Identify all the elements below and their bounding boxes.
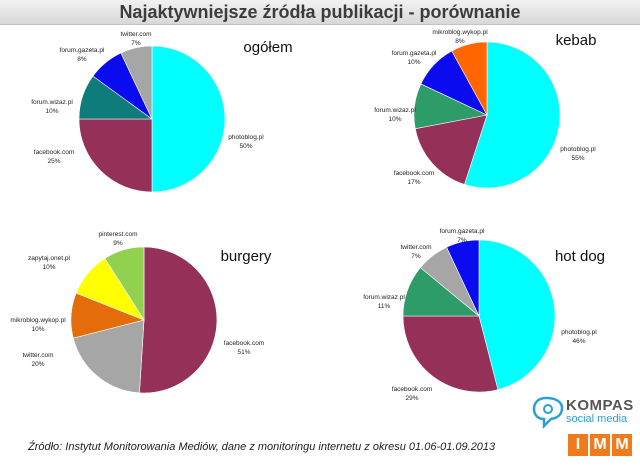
pie-slice-facebook-com	[78, 118, 153, 193]
slice-percent-label: 25%	[47, 158, 60, 165]
chart-title: burgery	[221, 248, 272, 265]
chart-title: ogółem	[243, 39, 292, 56]
pie-slice-photoblog-pl	[464, 41, 561, 189]
slice-percent-label: 10%	[45, 108, 58, 115]
slice-percent-label: 11%	[378, 303, 391, 310]
slice-label: twitter.com	[22, 352, 53, 359]
pie-slice-pinterest-com	[104, 246, 145, 322]
pie-slice-mikroblog-wykop-pl	[451, 41, 488, 116]
slice-label: forum.wizaz.pl	[374, 107, 416, 114]
chart-title: kebab	[556, 32, 597, 49]
slice-label: forum.wizaz.pl	[363, 294, 405, 301]
slice-label: facebook.com	[34, 149, 74, 156]
pie-slice-facebook-com	[402, 315, 499, 393]
slice-percent-label: 10%	[407, 59, 420, 66]
slice-label: twitter.com	[120, 31, 151, 38]
pie-slice-facebook-com	[414, 114, 488, 185]
slice-percent-label: 29%	[405, 395, 418, 402]
pie-slice-twitter-com	[72, 319, 145, 394]
slice-label: forum.wizaz.pl	[31, 99, 73, 106]
kompas-logo-text: KOMPAS	[566, 397, 634, 414]
slice-percent-label: 7%	[131, 40, 141, 47]
slice-label: mikroblog.wykop.pl	[10, 317, 66, 324]
slice-label: twitter.com	[400, 244, 431, 251]
slice-percent-label: 9%	[113, 240, 123, 247]
imm-logo-letter: I	[568, 434, 588, 456]
slice-label: forum.gazeta.pl	[392, 50, 437, 57]
slice-percent-label: 51%	[237, 349, 250, 356]
slice-label: forum.gazeta.pl	[440, 228, 485, 235]
slice-label: facebook.com	[224, 340, 264, 347]
kompas-logo-icon	[532, 396, 564, 430]
slice-percent-label: 8%	[455, 38, 465, 45]
pie-slice-twitter-com	[120, 45, 153, 120]
slice-label: photoblog.pl	[560, 146, 596, 153]
slice-percent-label: 10%	[31, 326, 44, 333]
imm-logo-letter: M	[612, 434, 632, 456]
slice-percent-label: 46%	[572, 338, 585, 345]
slice-percent-label: 10%	[42, 264, 55, 271]
pie-slice-photoblog-pl	[151, 45, 226, 193]
imm-logo-letter: M	[590, 434, 610, 456]
pie-slice-forum-gazeta-pl	[446, 239, 480, 317]
pie-slice-facebook-com	[139, 246, 218, 394]
slice-label: forum.gazeta.pl	[60, 47, 105, 54]
page-title: Najaktywniejsze źródła publikacji - poró…	[119, 2, 521, 22]
slice-label: mikroblog.wykop.pl	[432, 29, 488, 36]
slice-percent-label: 8%	[77, 56, 87, 63]
chart-title: hot dog	[555, 248, 605, 265]
title-bar	[0, 0, 640, 25]
slice-percent-label: 10%	[388, 116, 401, 123]
slice-label: pinterest.com	[98, 231, 137, 238]
slice-percent-label: 7%	[411, 253, 421, 260]
slice-percent-label: 7%	[457, 237, 467, 244]
slice-label: photoblog.pl	[228, 134, 264, 141]
slice-percent-label: 50%	[239, 143, 252, 150]
slice-percent-label: 20%	[31, 361, 44, 368]
kompas-logo-subtext: social media	[566, 413, 628, 425]
pie-slice-photoblog-pl	[478, 239, 556, 390]
slice-percent-label: 55%	[571, 155, 584, 162]
slice-label: photoblog.pl	[561, 329, 597, 336]
slice-label: facebook.com	[394, 170, 434, 177]
slice-label: facebook.com	[392, 386, 432, 393]
slice-percent-label: 17%	[407, 179, 420, 186]
source-note: Źródło: Instytut Monitorowania Mediów, d…	[28, 441, 496, 453]
slice-label: zapytaj.onet.pl	[28, 255, 70, 262]
